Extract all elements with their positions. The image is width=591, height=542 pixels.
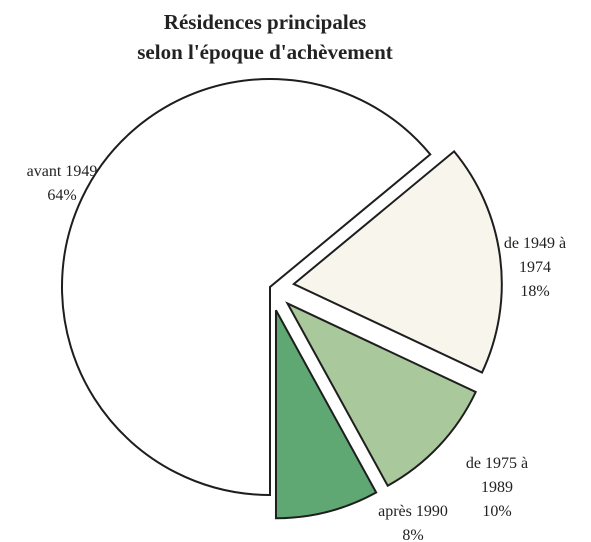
category-label: avant 1949 <box>26 163 98 180</box>
category-label: de 1949 à 1974 <box>503 235 567 276</box>
chart-title: selon l'époque d'achèvement <box>137 40 393 64</box>
slice-label: de 1975 à 1989 10% <box>452 452 542 524</box>
value-label: 64% <box>47 187 77 204</box>
pie-slice <box>291 149 503 374</box>
slice-label: de 1949 à 1974 18% <box>490 232 580 304</box>
slice-label: après 1990 8% <box>353 500 473 542</box>
pie-slice <box>274 309 378 520</box>
value-label: 8% <box>402 527 424 542</box>
category-label: après 1990 <box>378 503 448 520</box>
slice-label: avant 1949 64% <box>7 160 117 208</box>
pie-slice <box>61 78 432 497</box>
pie-slice <box>285 301 478 488</box>
value-label: 10% <box>482 503 512 520</box>
chart-title: Résidences principales <box>163 10 367 34</box>
category-label: de 1975 à 1989 <box>465 455 529 496</box>
value-label: 18% <box>520 283 550 300</box>
